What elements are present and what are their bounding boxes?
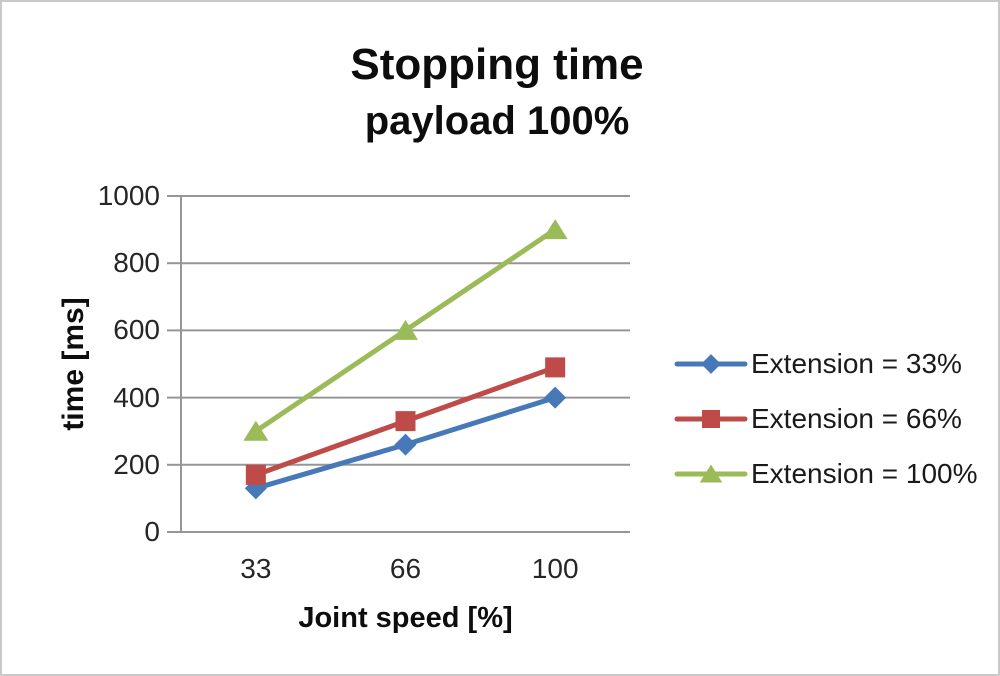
legend-item: Extension = 66% xyxy=(674,401,978,437)
series-extension-66- xyxy=(245,357,566,485)
x-axis-tick-label: 100 xyxy=(531,553,579,584)
chart-subtitle: payload 100% xyxy=(364,99,630,143)
series-extension-33- xyxy=(244,386,567,500)
legend-label: Extension = 33% xyxy=(751,348,962,379)
data-point-marker xyxy=(542,219,568,240)
x-axis-tick-label: 66 xyxy=(389,553,422,584)
series-extension-100- xyxy=(243,219,568,441)
y-axis-tick-label: 200 xyxy=(113,448,160,480)
legend-item: Extension = 100% xyxy=(674,456,978,492)
data-point-marker xyxy=(544,386,567,409)
data-point-marker xyxy=(545,357,566,378)
data-point-marker xyxy=(394,433,417,456)
x-axis-tick-label: 33 xyxy=(240,553,272,584)
data-point-marker xyxy=(243,420,269,441)
y-axis-tick-label: 400 xyxy=(113,381,160,413)
legend: Extension = 33% Extension = 66% Extension … xyxy=(674,346,978,511)
data-point-marker xyxy=(393,319,418,340)
data-point-marker xyxy=(245,464,266,485)
legend-label: Extension = 100% xyxy=(751,458,978,489)
legend-marker xyxy=(699,464,723,483)
chart-title: Stopping time xyxy=(350,40,644,89)
legend-marker-icon xyxy=(674,464,748,483)
y-axis-tick-label: 800 xyxy=(113,247,160,279)
legend-marker-icon xyxy=(674,354,748,374)
y-axis-tick-label: 600 xyxy=(113,314,160,346)
x-axis-title: Joint speed [%] xyxy=(298,602,513,634)
legend-label: Extension = 66% xyxy=(751,403,962,434)
legend-marker xyxy=(701,354,721,374)
legend-item: Extension = 33% xyxy=(674,346,978,382)
legend-marker xyxy=(702,410,720,428)
data-point-marker xyxy=(395,411,416,432)
legend-marker-icon xyxy=(674,410,748,428)
y-axis-tick-label: 0 xyxy=(144,516,160,547)
y-axis-tick-label: 1000 xyxy=(97,180,160,211)
